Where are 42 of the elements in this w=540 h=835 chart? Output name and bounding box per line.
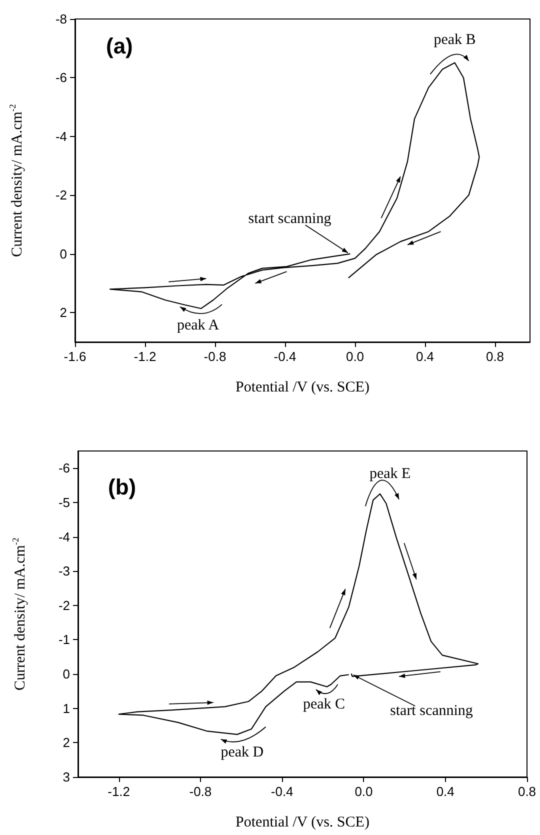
y-tick-label: 1 [62,700,70,716]
x-tick-label: 0.4 [436,784,454,799]
x-axis-title: Potential /V (vs. SCE) [236,814,370,830]
y-tick-label: -6 [58,460,70,476]
annotation: peak B [434,32,476,48]
text: (b) [108,474,136,500]
y-tick-label: -2 [55,188,67,203]
y-tick-label: 3 [62,770,70,784]
annotation: peak E [369,466,411,482]
x-tick-label: 0.8 [486,349,504,364]
y-tick-label: -5 [58,494,70,510]
x-tick-label: -0.4 [274,349,296,364]
text: (a) [106,34,133,58]
y-tick-label: 2 [62,735,70,750]
x-tick-label: -0.8 [189,784,212,799]
y-tick-label: -4 [55,128,67,144]
y-axis-title: Current density/ mA.cm-2 [8,104,26,257]
y-tick-label: -4 [58,529,70,544]
annotation: start scanning [248,210,332,227]
annotation: peak A [176,318,220,334]
x-tick-label: 0.8 [518,784,536,799]
y-tick-label: 0 [62,666,70,682]
x-tick-label: -0.8 [204,349,226,364]
x-tick-label: 0.0 [354,784,373,799]
x-tick-label: -0.4 [270,784,294,799]
y-tick-label: -6 [55,70,67,86]
x-tick-label: -1.6 [64,349,86,364]
annotation: peak C [302,696,346,713]
y-tick-label: 0 [60,246,67,262]
x-axis-title: Potential /V (vs. SCE) [236,380,370,396]
annotation: peak D [220,744,264,760]
x-tick-label: 0.0 [346,349,364,364]
annotation: start scanning [390,703,474,720]
x-tick-label: -1.2 [134,349,156,364]
y-tick-label: -8 [55,12,67,26]
y-tick-label: -2 [58,598,70,613]
x-tick-label: 0.4 [416,349,434,364]
y-tick-label: -3 [58,564,70,579]
y-tick-label: 2 [60,305,67,320]
x-tick-label: -1.2 [108,784,130,799]
y-axis-title: Current density/ mA.cm-2 [10,538,28,690]
y-tick-label: -1 [58,632,70,648]
